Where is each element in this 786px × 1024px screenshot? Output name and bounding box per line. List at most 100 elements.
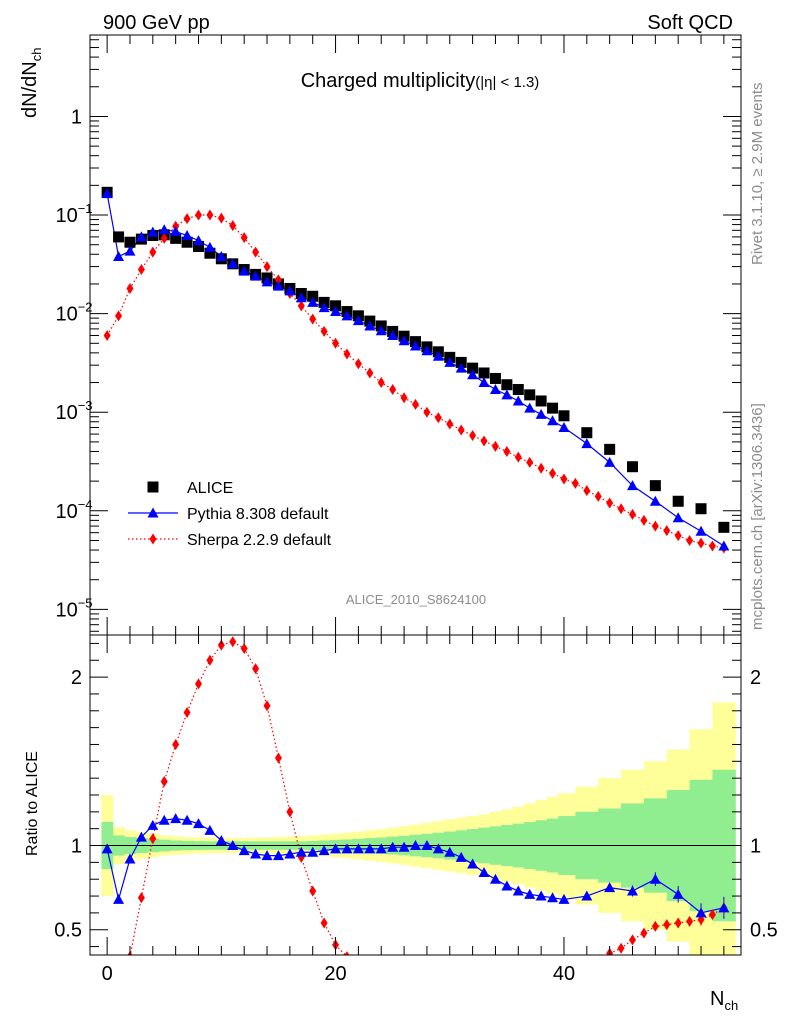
pythia-data-point <box>101 188 113 199</box>
sherpa-data-point <box>354 358 362 370</box>
pythia-ratio-point <box>512 885 524 896</box>
sherpa-data-point <box>366 367 374 379</box>
mcplots-label: mcplots.cern.ch [arXiv:1306.3436] <box>749 403 766 630</box>
analysis-label: ALICE_2010_S8624100 <box>346 592 486 607</box>
x-axis-label: Nch <box>710 988 738 1013</box>
sherpa-data-point <box>412 398 419 410</box>
alice-data-point <box>170 232 182 244</box>
sherpa-data-point <box>583 485 591 497</box>
main-axes: 110−110−210−310−410−5 <box>55 35 741 635</box>
pythia-ratio-point <box>524 888 536 899</box>
alice-data-point <box>535 395 547 407</box>
pythia-ratio-point <box>421 840 433 851</box>
pythia-data-point <box>158 224 170 235</box>
pythia-ratio-point <box>478 866 490 877</box>
sherpa-data-point <box>651 520 659 532</box>
pythia-ratio-point <box>547 892 559 903</box>
pythia-data-point <box>147 226 159 237</box>
sherpa-data-point <box>434 412 442 424</box>
sherpa-data-point <box>457 424 465 436</box>
pythia-data-point <box>364 320 376 331</box>
alice-data-point <box>512 383 524 395</box>
x-axis-label-sub: ch <box>724 998 738 1013</box>
sherpa-ratio-line <box>129 641 347 955</box>
sherpa-ratio-line <box>347 957 352 960</box>
pythia-data-point <box>330 306 342 317</box>
pythia-data-point <box>718 540 730 551</box>
sherpa-data-point <box>263 261 271 273</box>
pythia-ratio-point <box>238 845 250 856</box>
pythia-ratio-point <box>352 843 364 854</box>
sherpa-ratio-point <box>160 776 168 788</box>
pythia-data-point <box>410 340 421 351</box>
pythia-ratio-point <box>398 841 410 852</box>
legend-sherpa-marker <box>149 533 157 545</box>
pythia-data-point <box>181 230 193 241</box>
alice-data-point <box>581 427 593 439</box>
pythia-ratio-point <box>501 880 513 891</box>
pythia-data-point <box>524 402 536 413</box>
pythia-data-point <box>444 356 456 367</box>
sherpa-ratio-point <box>686 915 694 927</box>
main-plot-title-suffix: (|η| < 1.3) <box>475 74 539 91</box>
main-y-tick-label-exponent: −2 <box>78 300 93 315</box>
pythia-ratio-point <box>295 846 307 857</box>
pythia-ratio-point <box>627 885 638 896</box>
pythia-data-point <box>113 250 125 261</box>
pythia-ratio-point <box>410 840 421 851</box>
main-plot-title-text: Charged multiplicity <box>301 70 476 92</box>
process-label: Soft QCD <box>647 12 733 34</box>
sherpa-ratio-point <box>263 700 271 712</box>
ratio-y-tick-label-right: 1 <box>750 836 761 858</box>
legend: ALICE Pythia 8.308 default Sherpa 2.2.9 de… <box>128 480 332 549</box>
sherpa-ratio-point <box>286 806 294 818</box>
sherpa-data-point <box>115 310 123 322</box>
alice-data-point <box>181 236 193 248</box>
sherpa-ratio-point <box>274 752 282 764</box>
sherpa-data-point <box>309 313 317 325</box>
sherpa-ratio-point <box>651 920 659 932</box>
pythia-ratio-point <box>135 831 147 842</box>
pythia-ratio-point <box>558 893 570 904</box>
pythia-ratio-point <box>581 890 593 901</box>
sherpa-ratio-line <box>127 957 130 960</box>
pythia-data-point <box>227 258 239 269</box>
pythia-ratio-point <box>649 873 661 884</box>
pythia-data-point <box>398 335 410 346</box>
main-y-tick-label: 10−3 <box>55 398 92 424</box>
pythia-data-point <box>512 395 524 406</box>
sherpa-ratio-point <box>320 917 328 929</box>
pythia-data-point <box>467 369 479 380</box>
alice-data-point <box>524 389 536 401</box>
pythia-ratio-point <box>193 818 204 829</box>
alice-data-point <box>307 290 319 302</box>
pythia-ratio-point <box>535 890 547 901</box>
alice-data-point <box>467 362 479 374</box>
sherpa-data-point <box>229 220 237 232</box>
pythia-data-point <box>627 480 638 491</box>
sherpa-data-point <box>377 377 385 389</box>
main-plot-title: Charged multiplicity(|η| < 1.3) <box>301 70 540 92</box>
alice-data-point <box>113 231 125 243</box>
pythia-ratio-point <box>444 846 456 857</box>
x-tick-label: 20 <box>324 963 346 985</box>
sherpa-data-point <box>252 246 260 258</box>
pythia-data-point <box>318 302 330 313</box>
pythia-data-point <box>307 296 319 307</box>
sherpa-ratio-point <box>617 942 625 954</box>
sherpa-data-point <box>663 525 671 537</box>
alice-data-point <box>649 480 661 492</box>
sherpa-data-point <box>137 264 145 276</box>
main-y-tick-label-exponent: −3 <box>78 398 93 413</box>
alice-data-point <box>627 461 638 473</box>
sherpa-data-point <box>480 435 488 447</box>
rivet-version-label: Rivet 3.1.10, ≥ 2.9M events <box>749 83 766 266</box>
sherpa-data-point <box>274 274 282 286</box>
alice-data-point <box>455 356 467 368</box>
ratio-plot-layer <box>90 636 741 960</box>
main-y-tick-label: 10−2 <box>55 300 92 326</box>
alice-data-point <box>330 300 342 312</box>
pythia-data-point <box>272 280 284 291</box>
pythia-ratio-point <box>158 814 170 825</box>
pythia-ratio-point <box>101 843 113 854</box>
